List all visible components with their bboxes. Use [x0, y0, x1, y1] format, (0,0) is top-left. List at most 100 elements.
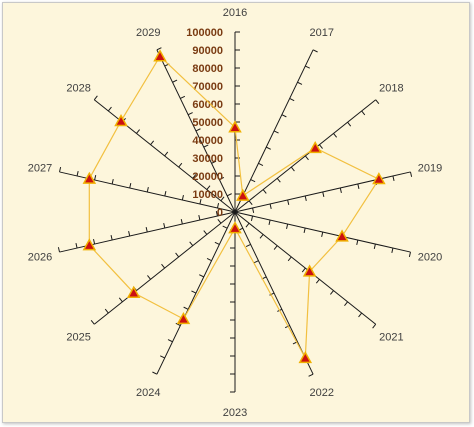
category-label-2021: 2021 — [379, 332, 403, 344]
axis-tick — [214, 241, 220, 245]
axis-tick — [356, 239, 359, 246]
axis-tick — [152, 371, 158, 375]
axis-tick — [226, 193, 232, 197]
axis-tick — [180, 95, 186, 99]
axis-tick — [250, 215, 254, 221]
axis-tick — [273, 245, 278, 250]
axis-tick — [180, 219, 183, 225]
axis-tick — [373, 243, 376, 250]
data-point-2029 — [153, 49, 167, 62]
category-label-2024: 2024 — [136, 387, 160, 399]
axis-tick — [220, 196, 225, 202]
axis-tick — [75, 243, 78, 249]
axis-tick — [268, 219, 271, 225]
axis-tick — [372, 323, 377, 329]
axis-tick — [253, 260, 259, 264]
axis-tick — [276, 178, 281, 183]
axis-tick — [287, 199, 290, 205]
value-tick-label: 70000 — [192, 81, 223, 93]
axis-tick — [286, 223, 289, 230]
axis-spoke-2024 — [156, 211, 236, 375]
axis-tick — [128, 231, 131, 237]
axis-tick — [250, 179, 256, 183]
axis-tick — [146, 186, 149, 193]
axis-tick — [248, 200, 253, 205]
data-point-2017 — [236, 188, 250, 201]
axis-tick — [90, 320, 95, 325]
axis-tick — [301, 267, 306, 273]
axis-tick — [191, 290, 197, 294]
axis-tick — [245, 222, 250, 228]
axis-tick — [118, 297, 123, 303]
axis-tick — [93, 95, 98, 101]
axis-tick — [195, 128, 201, 132]
category-label-2028: 2028 — [66, 82, 90, 94]
category-label-2026: 2026 — [28, 252, 52, 264]
axis-tick — [375, 99, 380, 104]
category-label-2023: 2023 — [223, 407, 247, 419]
data-point-2023 — [228, 221, 242, 234]
axis-tick — [308, 373, 314, 377]
axis-tick — [222, 225, 228, 229]
axis-tick — [392, 175, 395, 181]
axis-tick — [361, 110, 366, 116]
axis-tick — [262, 189, 267, 194]
axis-tick — [136, 129, 140, 134]
axis-tick — [304, 155, 309, 161]
axis-tick — [273, 130, 279, 134]
axis-tick — [245, 243, 251, 248]
axis-tick — [164, 190, 167, 197]
axis-tick — [199, 274, 204, 278]
axis-tick — [203, 144, 209, 148]
value-tick-label: 0 — [217, 207, 223, 219]
axis-tick — [408, 251, 411, 258]
axis-tick — [150, 140, 155, 145]
category-label-2020: 2020 — [418, 252, 442, 264]
value-tick-label: 30000 — [192, 153, 223, 165]
axis-tick — [269, 203, 272, 209]
axis-tick — [215, 211, 218, 217]
axis-spoke-2020 — [234, 211, 411, 253]
axis-tick — [266, 146, 271, 150]
axis-tick — [104, 308, 109, 314]
value-tick-label: 90000 — [192, 45, 223, 57]
axis-tick — [175, 322, 181, 326]
axis-tick — [93, 239, 96, 245]
axis-tick — [339, 187, 342, 193]
category-label-2019: 2019 — [418, 162, 442, 174]
axis-tick — [303, 227, 306, 234]
axis-tick — [281, 114, 287, 118]
data-point-2019 — [372, 172, 386, 185]
axis-tick — [183, 306, 189, 310]
axis-tick — [163, 223, 166, 229]
axis-tick — [216, 203, 220, 209]
axis-tick — [156, 47, 162, 51]
axis-tick — [287, 256, 292, 262]
axis-tick — [192, 174, 197, 179]
axis-tick — [175, 252, 180, 258]
axis-tick — [358, 312, 363, 318]
axis-tick — [187, 112, 193, 116]
axis-tick — [304, 195, 307, 201]
data-point-2021 — [302, 264, 317, 277]
axis-tick — [290, 166, 295, 172]
axis-tick — [147, 275, 151, 280]
value-tick-label: 50000 — [192, 117, 223, 129]
axis-tick — [59, 166, 62, 173]
data-point-2018 — [308, 140, 322, 154]
axis-tick — [319, 144, 323, 149]
axis-tick — [159, 355, 165, 359]
axis-tick — [258, 162, 264, 166]
axis-tick — [161, 263, 166, 269]
axis-tick — [315, 279, 320, 284]
category-label-2017: 2017 — [310, 27, 334, 39]
data-point-2025 — [126, 285, 141, 298]
data-point-2028 — [114, 114, 128, 127]
axis-tick — [206, 258, 212, 262]
axis-tick — [409, 171, 413, 177]
axis-tick — [333, 133, 338, 138]
axis-tick — [198, 215, 201, 221]
axis-tick — [259, 234, 264, 239]
axis-tick — [347, 121, 352, 127]
